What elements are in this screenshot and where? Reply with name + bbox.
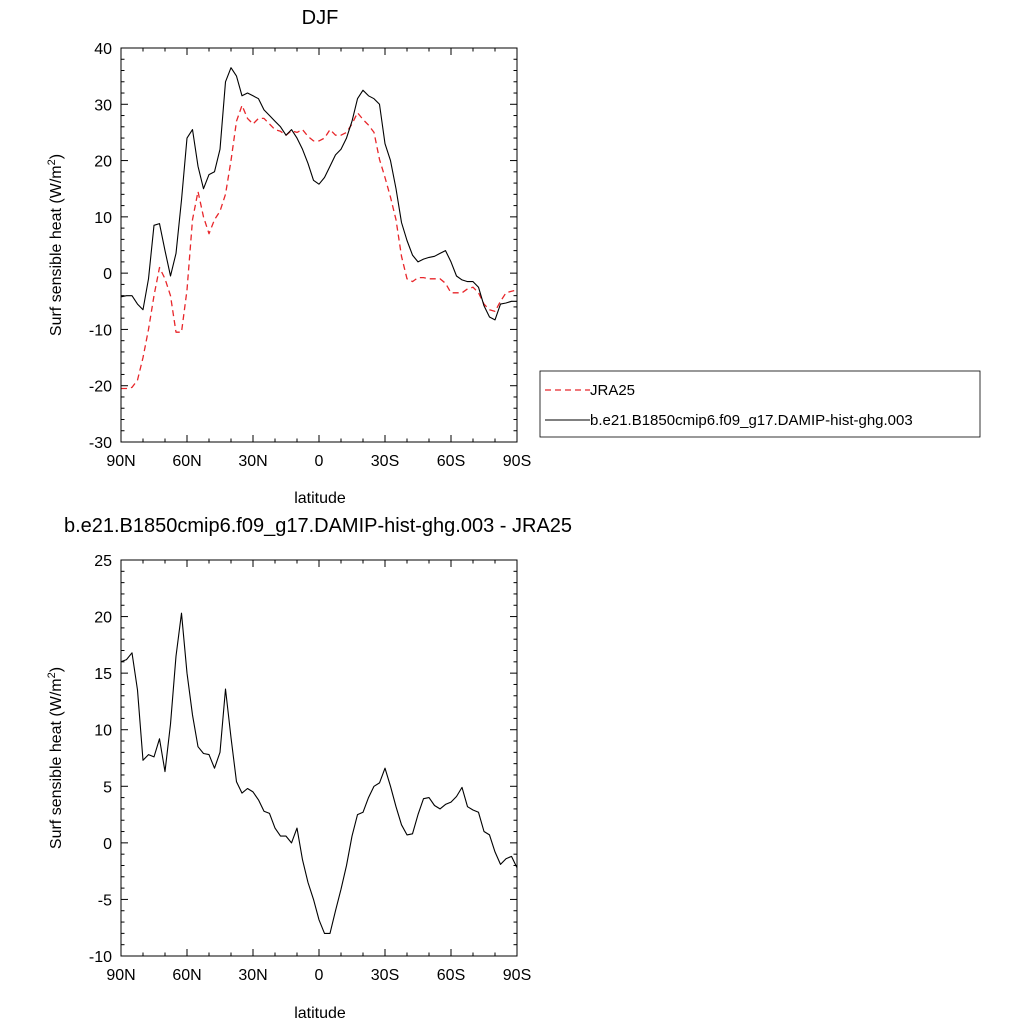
top-y-tick-label: -20 (89, 379, 112, 396)
bottom-x-tick-label: 0 (315, 967, 324, 984)
top-x-tick-label: 0 (315, 453, 324, 470)
top-series-line-model (120, 67, 517, 321)
top-plot-frame (120, 47, 518, 443)
top-y-ticks: -30 -20 -10 0 10 20 30 40 (89, 41, 517, 452)
top-x-tick-label: 90N (106, 453, 135, 470)
top-x-axis-label: latitude (294, 490, 346, 507)
top-y-tick-label: -10 (89, 322, 112, 339)
top-x-tick-label: 60S (437, 453, 465, 470)
bottom-y-tick-label: 15 (94, 666, 112, 683)
bottom-y-tick-label: 20 (94, 610, 112, 627)
bottom-x-ticks: 90N 60N 30N 0 30S 60S 90S (106, 560, 531, 984)
bottom-x-tick-label: 60S (437, 967, 465, 984)
top-y-tick-label: 0 (103, 266, 112, 283)
legend-label-jra25: JRA25 (590, 382, 635, 399)
bottom-y-ticks: -10 -5 0 5 10 15 20 25 (89, 553, 517, 966)
top-y-tick-label: 10 (94, 210, 112, 227)
top-y-tick-label: -30 (89, 435, 112, 452)
top-y-tick-label: 30 (94, 97, 112, 114)
bottom-panel: b.e21.B1850cmip6.f09_g17.DAMIP-hist-ghg.… (46, 515, 572, 1022)
bottom-series-line-model (120, 612, 518, 934)
bottom-y-tick-label: 5 (103, 779, 112, 796)
top-x-ticks: 90N 60N 30N 0 30S 60S 90S (106, 48, 531, 470)
top-x-tick-label: 30N (238, 453, 267, 470)
bottom-y-tick-label: -5 (98, 892, 112, 909)
bottom-x-axis-label: latitude (294, 1005, 346, 1022)
bottom-x-tick-label: 30N (238, 967, 267, 984)
bottom-panel-title: b.e21.B1850cmip6.f09_g17.DAMIP-hist-ghg.… (64, 515, 572, 537)
bottom-plot-lines (120, 612, 518, 934)
top-x-tick-label: 60N (172, 453, 201, 470)
top-x-tick-label: 90S (503, 453, 531, 470)
top-x-tick-label: 30S (371, 453, 399, 470)
top-y-axis-label: Surf sensible heat (W/m2) (46, 154, 65, 336)
bottom-y-tick-label: 0 (103, 836, 112, 853)
top-plot-lines (120, 67, 518, 390)
top-y-tick-label: 20 (94, 154, 112, 171)
top-panel-title: DJF (302, 7, 339, 29)
bottom-x-tick-label: 90S (503, 967, 531, 984)
bottom-x-tick-label: 90N (106, 967, 135, 984)
legend: JRA25 b.e21.B1850cmip6.f09_g17.DAMIP-his… (539, 370, 981, 438)
top-y-tick-label: 40 (94, 41, 112, 58)
bottom-x-tick-label: 60N (172, 967, 201, 984)
legend-label-model: b.e21.B1850cmip6.f09_g17.DAMIP-hist-ghg.… (590, 412, 913, 429)
bottom-x-tick-label: 30S (371, 967, 399, 984)
bottom-y-tick-label: 10 (94, 723, 112, 740)
top-series-line-jra25 (121, 104, 518, 390)
legend-box (539, 370, 981, 438)
bottom-y-tick-label: -10 (89, 949, 112, 966)
bottom-y-axis-label: Surf sensible heat (W/m2) (46, 667, 65, 849)
bottom-y-tick-label: 25 (94, 553, 112, 570)
